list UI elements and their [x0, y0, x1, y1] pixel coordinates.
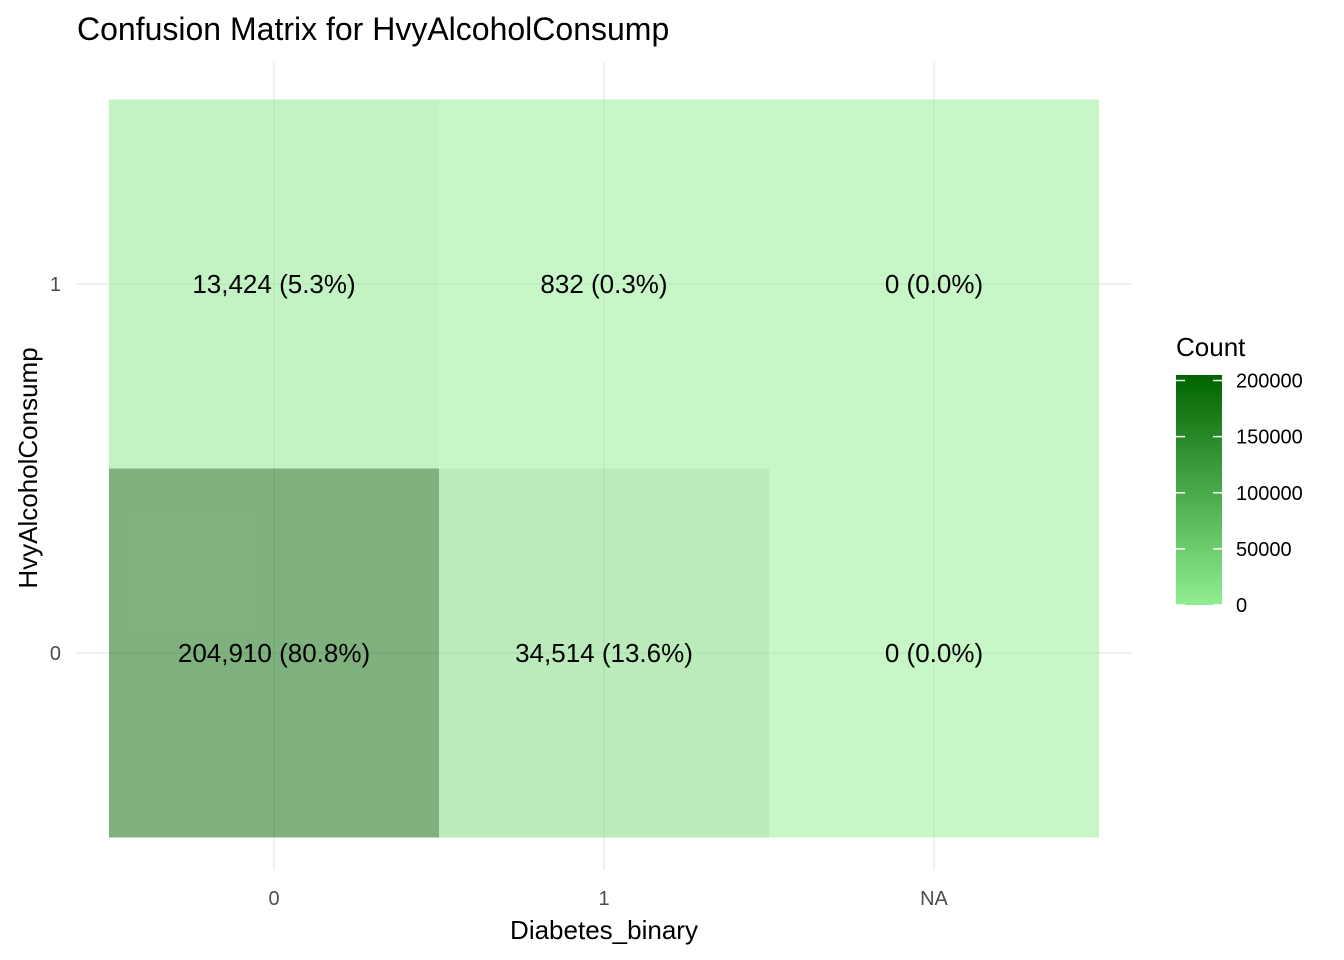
cell-labels: 13,424 (5.3%) 832 (0.3%) 0 (0.0%) 204,910 (… — [178, 269, 983, 668]
heatmap-cells — [109, 99, 1099, 838]
x-axis-title: Diabetes_binary — [510, 915, 698, 945]
heatmap-cell-3 — [109, 468, 439, 838]
cell-label-5: 0 (0.0%) — [885, 638, 983, 668]
heatmap-cell-2 — [769, 99, 1099, 469]
legend-tick-label-2: 100000 — [1236, 483, 1303, 505]
legend-ticks: 0 50000 100000 150000 200000 — [1176, 371, 1303, 617]
x-axis-ticks: 0 1 NA — [268, 888, 948, 910]
legend-tick-label-1: 50000 — [1236, 539, 1292, 561]
heatmap-cell-0 — [109, 99, 439, 469]
legend-tick-label-4: 200000 — [1236, 371, 1303, 393]
cell-label-1: 832 (0.3%) — [540, 269, 667, 299]
heatmap-cell-5 — [769, 468, 1099, 838]
legend-colorbar — [1176, 375, 1222, 605]
cell-label-3: 204,910 (80.8%) — [178, 638, 370, 668]
legend-title: Count — [1176, 332, 1246, 362]
y-tick-label-0: 0 — [50, 643, 61, 665]
y-tick-label-1: 1 — [50, 274, 61, 296]
cell-label-2: 0 (0.0%) — [885, 269, 983, 299]
cell-label-4: 34,514 (13.6%) — [515, 638, 693, 668]
x-tick-label-2: NA — [920, 888, 948, 910]
cell-label-0: 13,424 (5.3%) — [192, 269, 355, 299]
heatmap-cell-4 — [439, 468, 769, 838]
legend: Count 0 50000 100000 150000 200000 — [1176, 332, 1303, 617]
legend-tick-label-3: 150000 — [1236, 427, 1303, 449]
chart-title: Confusion Matrix for HvyAlcoholConsump — [77, 11, 669, 47]
y-axis-title: HvyAlcoholConsump — [13, 347, 43, 588]
y-axis-ticks: 01 — [50, 274, 61, 665]
legend-tick-label-0: 0 — [1236, 595, 1247, 617]
x-tick-label-1: 1 — [598, 888, 609, 910]
x-tick-label-0: 0 — [268, 888, 279, 910]
heatmap-cell-1 — [439, 99, 769, 469]
